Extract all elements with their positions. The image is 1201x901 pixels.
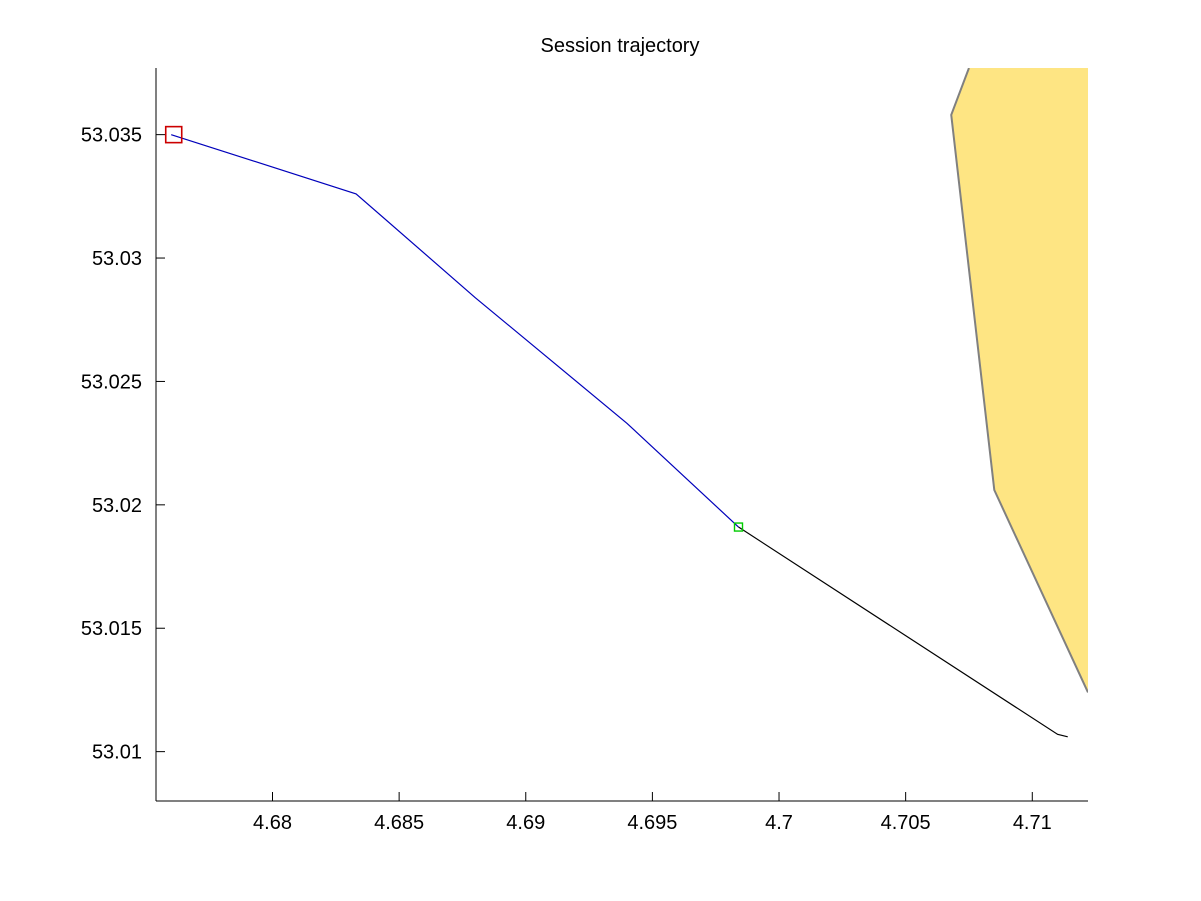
current-marker — [733, 522, 744, 532]
y-tick-label: 53.035 — [81, 125, 142, 147]
x-tick-label: 4.69 — [506, 812, 545, 834]
coastline — [950, 68, 1088, 693]
plot-area — [171, 68, 1088, 738]
y-tick-label: 53.01 — [92, 742, 142, 764]
x-tick-label: 4.71 — [1013, 812, 1052, 834]
chart-title: Session trajectory — [541, 35, 700, 57]
x-tick-label: 4.705 — [881, 812, 931, 834]
x-tick-label: 4.68 — [253, 812, 292, 834]
x-tick-label: 4.695 — [627, 812, 677, 834]
y-tick-label: 53.03 — [92, 248, 142, 270]
start-marker — [164, 125, 183, 144]
axes: 4.68 4.685 4.69 4.695 4.7 4.705 4.71 53.035 53.0… — [81, 68, 1088, 834]
y-tick-label: 53.015 — [81, 618, 142, 640]
y-tick-label: 53.025 — [81, 371, 142, 393]
x-tick-label: 4.685 — [374, 812, 424, 834]
trajectory-line-2 — [738, 526, 1068, 738]
trajectory-line-1 — [171, 134, 739, 528]
land-area — [951, 68, 1088, 693]
y-tick-label: 53.02 — [92, 495, 142, 517]
x-tick-label: 4.7 — [765, 812, 793, 834]
